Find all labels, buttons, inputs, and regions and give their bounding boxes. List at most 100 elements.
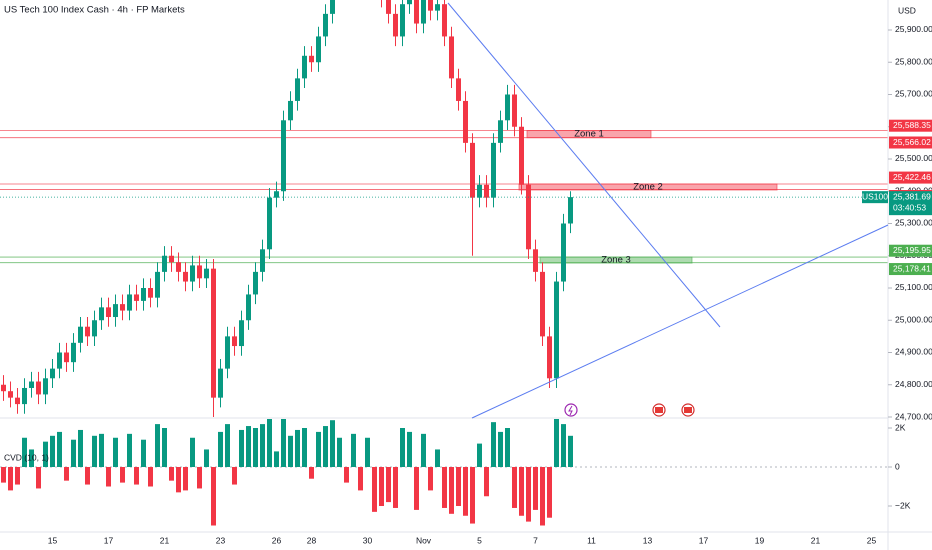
level-label-bg	[889, 119, 932, 132]
cvd-bar	[71, 439, 76, 468]
cvd-bar	[421, 433, 426, 468]
cvd-bar	[365, 437, 370, 468]
candle-body	[393, 13, 398, 37]
candle-body	[78, 326, 83, 343]
candle-body	[519, 126, 524, 185]
event-icon[interactable]	[564, 403, 578, 417]
y-tick-label: 25,100.00	[895, 282, 932, 292]
cvd-bar	[225, 424, 230, 468]
candle-body	[400, 4, 405, 37]
cvd-bar	[498, 431, 503, 468]
cvd-bar	[197, 467, 202, 489]
cvd-bar	[211, 467, 216, 526]
cvd-bar	[295, 429, 300, 468]
candle-body	[260, 249, 265, 272]
candle-body	[8, 391, 13, 398]
level-label-bg	[889, 171, 932, 184]
candle-body	[533, 249, 538, 272]
x-tick-label: 26	[272, 535, 282, 545]
cvd-bar	[204, 449, 209, 468]
candle-body	[309, 55, 314, 63]
cvd-bar	[351, 433, 356, 468]
candle-body	[491, 142, 496, 198]
candle-body	[442, 4, 447, 37]
cvd-bar	[120, 467, 125, 483]
candle-body	[120, 304, 125, 311]
candle-body	[323, 13, 328, 37]
candle-body	[484, 184, 489, 198]
x-tick-label: 21	[160, 535, 170, 545]
candle-body	[498, 120, 503, 143]
trend-line	[447, 2, 721, 328]
level-label: 25,566.02	[893, 137, 931, 147]
x-tick-label: 30	[363, 535, 373, 545]
cvd-tick-label: 0	[895, 461, 900, 471]
cvd-bar	[379, 467, 384, 507]
cvd-bar	[169, 467, 174, 481]
cvd-bar	[309, 467, 314, 479]
candle-body	[36, 381, 41, 395]
level-label: 25,178.41	[893, 263, 931, 273]
x-tick-label: Nov	[416, 535, 432, 545]
x-tick-label: 5	[477, 535, 482, 545]
cvd-bar	[540, 467, 545, 526]
level-label-bg	[889, 244, 932, 257]
cvd-bar	[92, 435, 97, 468]
cvd-bar	[414, 467, 419, 510]
cvd-bar	[99, 433, 104, 468]
cvd-bar	[463, 467, 468, 516]
cvd-bar	[106, 467, 111, 487]
cvd-label: CVD (10, 1)	[4, 452, 49, 462]
cvd-bar	[155, 424, 160, 468]
cvd-bar	[561, 424, 566, 468]
candle-body	[281, 120, 286, 192]
candle-body	[169, 255, 174, 263]
candle-body	[155, 271, 160, 298]
y-tick-label: 24,800.00	[895, 379, 932, 389]
x-tick-label: 19	[755, 535, 765, 545]
cvd-bar	[218, 431, 223, 468]
candle-body	[134, 294, 139, 301]
candle-body	[43, 378, 48, 395]
candle-body	[274, 191, 279, 198]
cvd-bar	[190, 437, 195, 468]
cvd-bar	[162, 428, 167, 468]
cvd-bar	[407, 431, 412, 468]
cvd-bar	[477, 443, 482, 468]
cvd-bar	[330, 420, 335, 468]
cvd-bar	[29, 449, 34, 468]
cvd-bar	[470, 467, 475, 524]
x-tick-label: 28	[307, 535, 317, 545]
zone-label: Zone 3	[601, 254, 631, 265]
title-bg	[0, 3, 150, 17]
candle-body	[176, 262, 181, 272]
candle-body	[1, 384, 6, 392]
candle-body	[547, 336, 552, 379]
candle-body	[106, 307, 111, 318]
cvd-bar	[358, 467, 363, 491]
candle-body	[99, 307, 104, 321]
countdown: 03:40:53	[893, 202, 926, 212]
y-tick-label: 25,300.00	[895, 218, 932, 228]
cvd-bar	[302, 428, 307, 468]
x-tick-label: 25	[867, 535, 877, 545]
cvd-bar	[428, 467, 433, 491]
candle-body	[316, 36, 321, 63]
cvd-bar	[386, 467, 391, 503]
cvd-bar	[337, 437, 342, 468]
cvd-bar	[442, 467, 447, 508]
y-tick-label: 25,900.00	[895, 24, 932, 34]
candle-body	[50, 368, 55, 379]
cvd-bar	[113, 437, 118, 468]
y-tick-label: 24,900.00	[895, 347, 932, 357]
cvd-bar	[316, 431, 321, 468]
candle-body	[197, 265, 202, 279]
candle-body	[421, 0, 426, 24]
candle-body	[302, 55, 307, 79]
cvd-bar	[148, 467, 153, 487]
candle-body	[239, 320, 244, 347]
candle-body	[505, 94, 510, 121]
cvd-bar	[435, 449, 440, 468]
level-label: 25,195.95	[893, 245, 931, 255]
candle-body	[127, 294, 132, 311]
